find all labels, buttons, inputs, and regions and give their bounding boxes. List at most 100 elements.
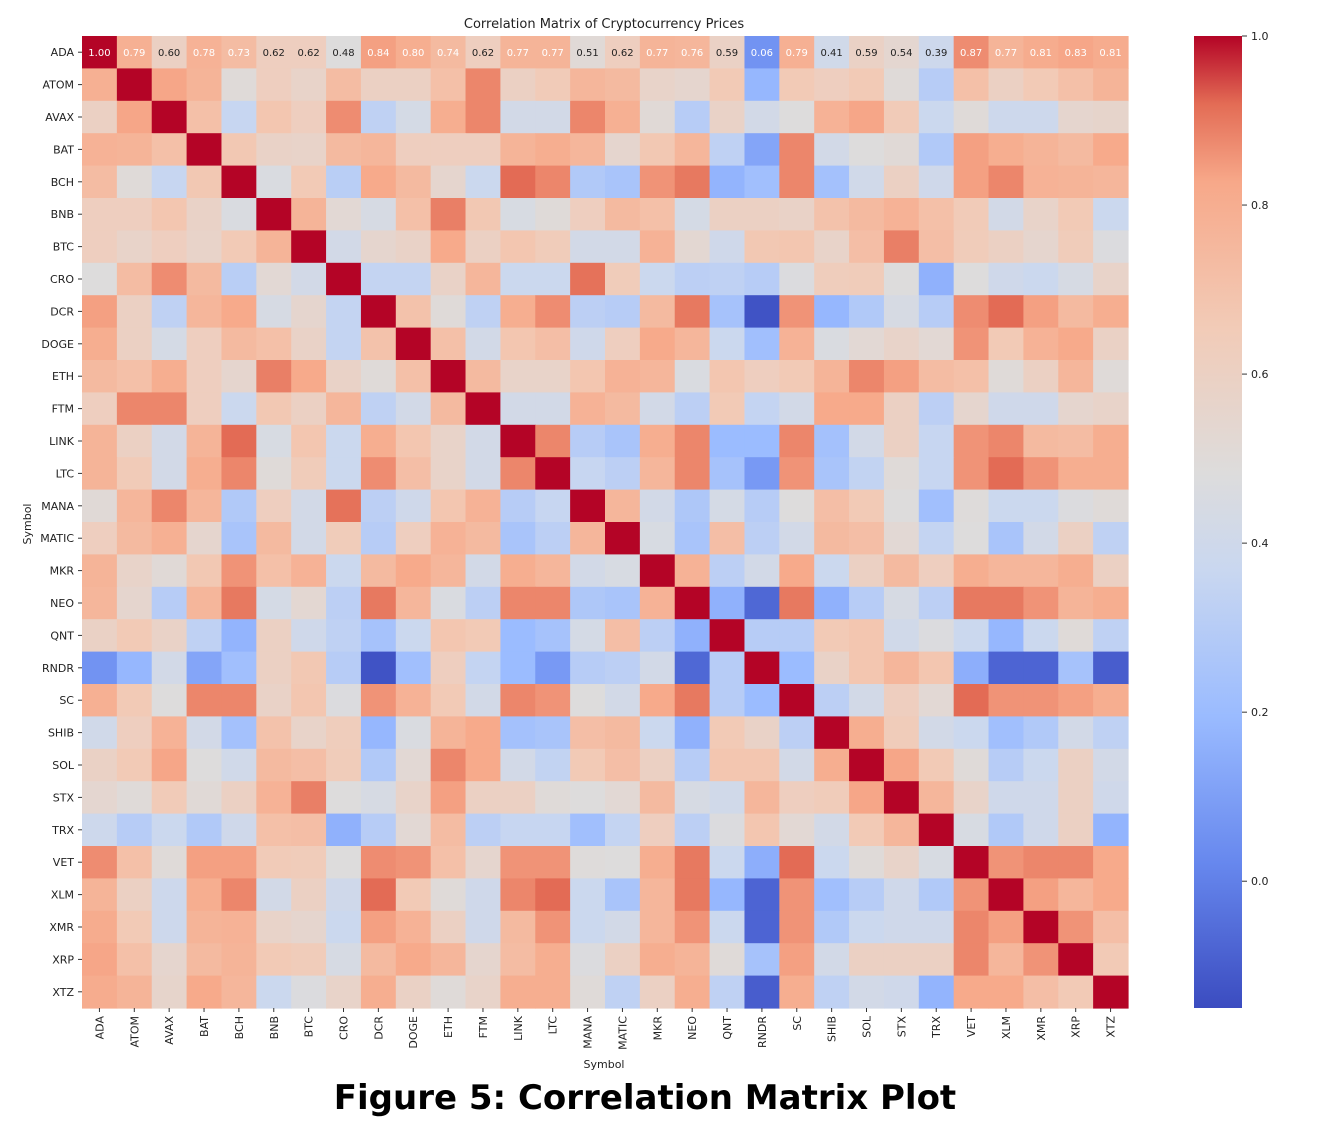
heatmap-cell-SC-FTM: [465, 684, 501, 717]
heatmap-cell-BCH-AVAX: [151, 165, 188, 199]
heatmap-cell-LTC-AVAX: [151, 457, 188, 491]
heatmap-cell-DCR-SOL: [849, 295, 885, 329]
heatmap-cell-MATIC-BTC: [291, 522, 327, 555]
heatmap-cell-AVAX-XTZ: [1093, 100, 1129, 134]
heatmap-cell-BTC-ADA: [82, 230, 118, 264]
heatmap-cell-XLM-XTZ: [1093, 878, 1129, 912]
heatmap-cell-MANA-BAT: [186, 489, 223, 523]
heatmap-cell-ETH-BCH: [221, 360, 257, 393]
heatmap-cell-LTC-ADA: [82, 457, 118, 491]
heatmap-cell-NEO-CRO: [326, 586, 362, 620]
cell-annotation: 0.83: [1065, 48, 1087, 59]
heatmap-cell-STX-XMR: [1023, 781, 1059, 815]
heatmap-cell-CRO-AVAX: [151, 262, 188, 296]
heatmap-cell-MANA-BCH: [221, 489, 257, 523]
heatmap-cell-BNB-XRP: [1058, 198, 1094, 231]
heatmap-cell-ATOM-XLM: [988, 68, 1024, 102]
heatmap-cell-XRP-XMR: [1023, 943, 1059, 977]
heatmap-cell-STX-XTZ: [1093, 781, 1129, 815]
y-tick-label-XMR: XMR: [49, 921, 74, 934]
heatmap-cell-LTC-SC: [779, 457, 815, 491]
heatmap-cell-XTZ-SOL: [849, 975, 885, 1009]
heatmap-cell-RNDR-MANA: [570, 651, 606, 685]
heatmap-cell-AVAX-DCR: [360, 100, 397, 134]
heatmap-cell-FTM-NEO: [674, 392, 711, 426]
heatmap-cell-MANA-RNDR: [744, 489, 780, 523]
heatmap-cell-QNT-BCH: [221, 619, 257, 653]
heatmap-cell-VET-BNB: [256, 846, 292, 879]
heatmap-cell-BTC-BCH: [221, 230, 257, 264]
heatmap-cell-TRX-XTZ: [1093, 813, 1129, 847]
heatmap-cell-LINK-CRO: [326, 424, 362, 458]
heatmap-cell-DCR-XLM: [988, 295, 1024, 329]
x-tick-label-NEO: NEO: [686, 1016, 699, 1040]
heatmap-cell-DCR-STX: [883, 295, 920, 329]
heatmap-cell-SC-CRO: [326, 684, 362, 717]
heatmap-cell-CRO-SC: [779, 262, 815, 296]
heatmap-cell-RNDR-SHIB: [814, 651, 850, 685]
heatmap-cell-MANA-STX: [883, 489, 920, 523]
y-axis-label: Symbol: [21, 504, 34, 545]
y-tick-label-SHIB: SHIB: [48, 727, 74, 740]
colorbar-tick-label: 0.4: [1251, 537, 1269, 550]
heatmap-cell-QNT-TRX: [918, 619, 955, 653]
cell-annotation: 0.48: [332, 48, 354, 59]
heatmap-cell-XRP-MANA: [570, 943, 606, 977]
heatmap-cell-QNT-BAT: [186, 619, 223, 653]
heatmap-cell-XLM-SHIB: [814, 878, 850, 912]
heatmap-cell-SOL-QNT: [709, 748, 746, 782]
heatmap-cell-DCR-ETH: [430, 295, 467, 329]
heatmap-cell-QNT-VET: [953, 619, 990, 653]
heatmap-cell-STX-FTM: [465, 781, 501, 815]
heatmap-cell-SOL-XMR: [1023, 748, 1059, 782]
heatmap-cell-LTC-CRO: [326, 457, 362, 491]
heatmap-cell-ETH-SC: [779, 360, 815, 393]
heatmap-cell-BCH-VET: [953, 165, 990, 199]
heatmap-cell-SOL-VET: [953, 748, 990, 782]
heatmap-cell-ATOM-SOL: [849, 68, 885, 102]
heatmap-cell-XTZ-TRX: [918, 975, 955, 1009]
heatmap-cell-ADA-XMR: [1023, 36, 1059, 69]
heatmap-cell-XTZ-XLM: [988, 975, 1024, 1009]
heatmap-cell-ETH-CRO: [326, 360, 362, 393]
heatmap-cell-QNT-XTZ: [1093, 619, 1129, 653]
heatmap-cell-BNB-XMR: [1023, 198, 1059, 231]
heatmap-cell-MANA-DOGE: [395, 489, 432, 523]
heatmap-cell-LINK-SOL: [849, 424, 885, 458]
heatmap-cell-LINK-TRX: [918, 424, 955, 458]
heatmap-cell-LINK-LINK: [500, 424, 536, 458]
heatmap-cell-MKR-NEO: [674, 554, 711, 588]
heatmap-cell-QNT-XMR: [1023, 619, 1059, 653]
heatmap-cell-FTM-MATIC: [605, 392, 641, 426]
heatmap-cell-BNB-SOL: [849, 198, 885, 231]
heatmap-cell-LTC-NEO: [674, 457, 711, 491]
heatmap-cell-STX-SC: [779, 781, 815, 815]
heatmap-cell-BCH-RNDR: [744, 165, 780, 199]
heatmap-cell-XRP-BNB: [256, 943, 292, 977]
cell-annotation: 0.60: [158, 48, 180, 59]
heatmap-cell-ADA-TRX: [918, 36, 955, 69]
heatmap-cell-CRO-RNDR: [744, 262, 780, 296]
heatmap-cell-RNDR-BCH: [221, 651, 257, 685]
heatmap-cell-STX-CRO: [326, 781, 362, 815]
heatmap-cell-TRX-FTM: [465, 813, 501, 847]
cell-annotation: 0.77: [542, 48, 564, 59]
x-tick-label-BCH: BCH: [233, 1016, 246, 1039]
heatmap-cell-XRP-MKR: [639, 943, 676, 977]
heatmap-cell-RNDR-VET: [953, 651, 990, 685]
heatmap-cell-BTC-ETH: [430, 230, 467, 264]
heatmap-cell-AVAX-BTC: [291, 100, 327, 134]
heatmap-cell-DOGE-AVAX: [151, 327, 188, 361]
heatmap-cell-MKR-VET: [953, 554, 990, 588]
heatmap-cell-BNB-STX: [883, 198, 920, 231]
heatmap-cell-LTC-VET: [953, 457, 990, 491]
heatmap-cell-XLM-DCR: [360, 878, 397, 912]
heatmap-cell-DCR-DOGE: [395, 295, 432, 329]
heatmap-cell-XTZ-SC: [779, 975, 815, 1009]
heatmap-cell-QNT-BNB: [256, 619, 292, 653]
heatmap-cell-MANA-LINK: [500, 489, 536, 523]
cell-annotation: 0.79: [123, 48, 145, 59]
heatmap-cell-VET-DOGE: [395, 846, 432, 879]
heatmap-cell-DOGE-STX: [883, 327, 920, 361]
heatmap-cell-ADA-BCH: [221, 36, 257, 69]
